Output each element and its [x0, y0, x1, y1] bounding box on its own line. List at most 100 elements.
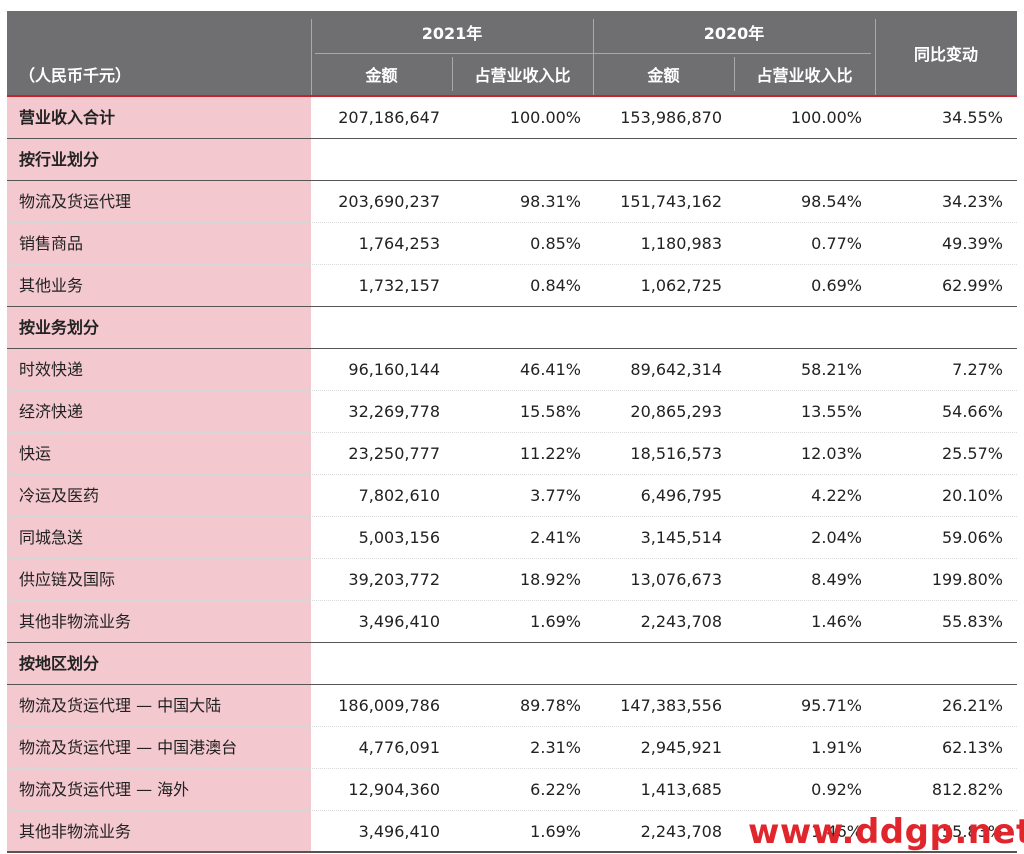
ratio-2020-cell: 1.46%: [811, 612, 862, 631]
table-row: 供应链及国际 39,203,772 18.92% 13,076,673 8.49% 199…: [7, 559, 1017, 601]
row-label: 快运: [19, 444, 52, 463]
ratio-2020-cell: [736, 139, 862, 181]
row-label: 同城急送: [19, 528, 84, 547]
header-accent-line: [7, 95, 1017, 97]
row-divider: [7, 264, 1017, 265]
table-row: 物流及货运代理 — 中国大陆 186,009,786 89.78% 147,383,5…: [7, 685, 1017, 727]
amount-2020-cell: 147,383,556: [620, 696, 722, 715]
row-label: 物流及货运代理 — 海外: [19, 780, 190, 799]
ratio-2021-cell: 2.41%: [530, 528, 581, 547]
ratio-2021-cell: 0.85%: [530, 234, 581, 253]
amount-2020-cell: [593, 643, 722, 685]
amount-2021-cell: [311, 307, 440, 349]
row-label: 物流及货运代理: [19, 192, 132, 211]
ratio-2020-cell: 95.71%: [800, 696, 862, 715]
ratio-2020-cell: 4.22%: [811, 486, 862, 505]
amount-2020-cell: 1,180,983: [640, 234, 722, 253]
amount-2021-header: 金额: [365, 66, 398, 85]
yoy-cell: 59.06%: [941, 528, 1003, 547]
table-row: 其他业务 1,732,157 0.84% 1,062,725 0.69% 62.99%: [7, 265, 1017, 307]
yoy-cell: [875, 139, 1003, 181]
ratio-2021-cell: 46.41%: [519, 360, 581, 379]
ratio-2020-cell: 1.46%: [811, 822, 862, 841]
row-label: 销售商品: [19, 234, 84, 253]
ratio-2021-header: 占营业收入比: [474, 66, 571, 85]
amount-2020-cell: 6,496,795: [640, 486, 722, 505]
ratio-2021-cell: 98.31%: [519, 192, 581, 211]
row-divider: [7, 432, 1017, 433]
amount-2020-cell: [593, 139, 722, 181]
amount-2020-cell: 13,076,673: [630, 570, 722, 589]
ratio-2021-cell: [455, 643, 581, 685]
row-label: 冷运及医药: [19, 486, 100, 505]
yoy-cell: 7.27%: [952, 360, 1003, 379]
amount-2020-cell: 18,516,573: [630, 444, 722, 463]
ratio-2021-cell: 1.69%: [530, 612, 581, 631]
amount-2021-cell: 5,003,156: [358, 528, 440, 547]
amount-2021-cell: 3,496,410: [358, 612, 440, 631]
amount-2021-cell: 39,203,772: [348, 570, 440, 589]
ratio-2021-cell: 1.69%: [530, 822, 581, 841]
amount-2021-cell: 96,160,144: [348, 360, 440, 379]
yoy-cell: 54.66%: [941, 402, 1003, 421]
row-divider: [7, 390, 1017, 391]
total-row: 营业收入合计 207,186,647 100.00% 153,986,870 100.0…: [7, 97, 1017, 139]
table-row: 物流及货运代理 203,690,237 98.31% 151,743,162 98.54…: [7, 181, 1017, 223]
table-row: 快运 23,250,777 11.22% 18,516,573 12.03% 25.57%: [7, 433, 1017, 475]
row-divider: [7, 684, 1017, 685]
ratio-2020-header: 占营业收入比: [756, 66, 853, 85]
ratio-2020-cell: 0.69%: [811, 276, 862, 295]
row-divider: [7, 600, 1017, 601]
yoy-header: 同比变动: [913, 45, 978, 64]
ratio-2021-cell: 11.22%: [519, 444, 581, 463]
yoy-cell: 199.80%: [931, 570, 1003, 589]
yoy-cell: [875, 307, 1003, 349]
amount-2020-cell: 1,413,685: [640, 780, 722, 799]
header-divider: [315, 53, 871, 54]
ratio-2021-cell: 6.22%: [530, 780, 581, 799]
ratio-2021-cell: 89.78%: [519, 696, 581, 715]
header-divider: [452, 57, 453, 91]
yoy-cell: 25.57%: [941, 444, 1003, 463]
ratio-2020-cell: 8.49%: [811, 570, 862, 589]
row-divider: [7, 180, 1017, 181]
ratio-2020-cell: 1.91%: [811, 738, 862, 757]
amount-2020-cell: 20,865,293: [630, 402, 722, 421]
header-divider: [734, 57, 735, 91]
row-divider: [7, 222, 1017, 223]
row-divider: [7, 726, 1017, 727]
row-label: 物流及货运代理 — 中国港澳台: [19, 738, 238, 757]
row-divider: [7, 306, 1017, 307]
amount-2021-cell: 186,009,786: [338, 696, 440, 715]
row-divider: [7, 642, 1017, 643]
row-divider: [7, 558, 1017, 559]
section-header-row: 按行业划分: [7, 139, 1017, 181]
row-label: 物流及货运代理 — 中国大陆: [19, 696, 222, 715]
table-row: 其他非物流业务 3,496,410 1.69% 2,243,708 1.46% 55.83…: [7, 601, 1017, 643]
watermark: www.ddgp.net: [748, 812, 1024, 852]
ratio-2021-cell: [455, 307, 581, 349]
amount-2021-cell: 203,690,237: [338, 192, 440, 211]
yoy-cell: 20.10%: [941, 486, 1003, 505]
yoy-cell: 62.13%: [941, 738, 1003, 757]
row-divider: [7, 516, 1017, 517]
row-label: 经济快递: [19, 402, 84, 421]
row-label: 按地区划分: [19, 654, 100, 673]
table-row: 物流及货运代理 — 海外 12,904,360 6.22% 1,413,685 0.92…: [7, 769, 1017, 811]
yoy-cell: 49.39%: [941, 234, 1003, 253]
table-bottom-rule: [7, 851, 1017, 853]
yoy-cell: 34.23%: [941, 192, 1003, 211]
row-label: 按行业划分: [19, 150, 100, 169]
table-row: 销售商品 1,764,253 0.85% 1,180,983 0.77% 49.39%: [7, 223, 1017, 265]
amount-2021-cell: 12,904,360: [348, 780, 440, 799]
row-label: 其他非物流业务: [19, 822, 132, 841]
ratio-2020-cell: 13.55%: [800, 402, 862, 421]
row-label: 其他业务: [19, 276, 84, 295]
year-2021-header: 2021年: [421, 24, 483, 43]
table-row: 物流及货运代理 — 中国港澳台 4,776,091 2.31% 2,945,921 1.…: [7, 727, 1017, 769]
amount-2020-cell: 2,243,708: [640, 822, 722, 841]
ratio-2021-cell: 0.84%: [530, 276, 581, 295]
ratio-2021-cell: 18.92%: [519, 570, 581, 589]
ratio-2021-cell: 2.31%: [530, 738, 581, 757]
amount-2021-cell: 1,764,253: [358, 234, 440, 253]
